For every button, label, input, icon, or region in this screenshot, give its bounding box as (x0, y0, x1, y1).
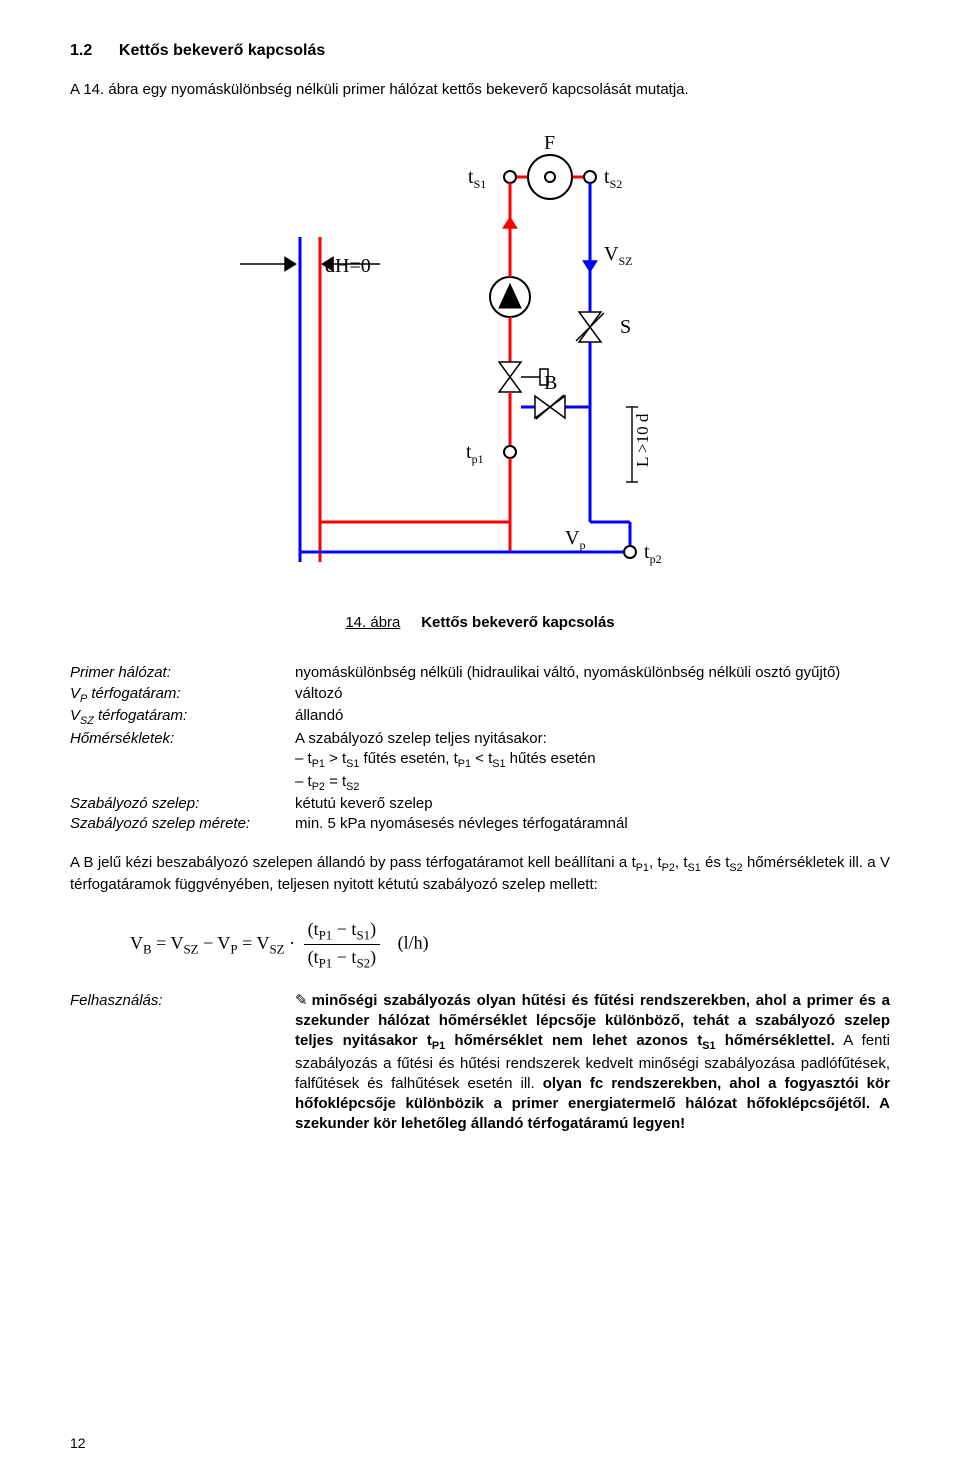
usage-text: ✎minőségi szabályozás olyan hűtési és fű… (295, 991, 890, 1135)
definition-label: Primer hálózat: (70, 663, 295, 683)
formula: VB = VSZ − VP = VSZ · (tP1 − tS1) (tP1 −… (130, 917, 890, 972)
svg-text:tS2: tS2 (604, 166, 622, 191)
definition-value: állandó (295, 706, 890, 729)
definition-value: A szabályozó szelep teljes nyitásakor: (295, 729, 890, 749)
formula-lhs: VB = VSZ − VP = VSZ · (130, 933, 295, 953)
definition-row: Primer hálózat:nyomáskülönbség nélküli (… (70, 663, 890, 683)
definition-label: Szabályozó szelep: (70, 794, 295, 814)
figure-caption: 14. ábra Kettős bekeverő kapcsolás (70, 613, 890, 633)
definition-label: VSZ térfogatáram: (70, 706, 295, 729)
temperature-line: – tP1 > tS1 fűtés esetén, tP1 < tS1 hűté… (295, 749, 890, 772)
usage-label: Felhasználás: (70, 991, 295, 1135)
definition-row: VP térfogatáram:változó (70, 684, 890, 707)
formula-fraction: (tP1 − tS1) (tP1 − tS2) (304, 917, 381, 972)
svg-text:F: F (544, 132, 555, 154)
formula-unit: (l/h) (398, 933, 429, 953)
definition-row: VSZ térfogatáram:állandó (70, 706, 890, 729)
definition-row: Szabályozó szelep:kétutú keverő szelep (70, 794, 890, 814)
definition-value: kétutú keverő szelep (295, 794, 890, 814)
svg-text:B: B (544, 372, 557, 394)
svg-text:L >10 d: L >10 d (633, 413, 652, 467)
formula-numerator: (tP1 − tS1) (304, 917, 381, 945)
page: 1.2 Kettős bekeverő kapcsolás A 14. ábra… (0, 0, 960, 1478)
pencil-icon: ✎ (295, 992, 308, 1009)
usage-row: Felhasználás: ✎minőségi szabályozás olya… (70, 991, 890, 1135)
svg-text:tS1: tS1 (468, 166, 486, 191)
definition-label: Szabályozó szelep mérete: (70, 814, 295, 834)
intro-paragraph: A 14. ábra egy nyomáskülönbség nélküli p… (70, 80, 890, 100)
page-number: 12 (70, 1434, 86, 1453)
definition-row: Hőmérsékletek:A szabályozó szelep teljes… (70, 729, 890, 749)
section-title: Kettős bekeverő kapcsolás (119, 42, 325, 59)
bypass-paragraph: A B jelű kézi beszabályozó szelepen álla… (70, 853, 890, 896)
formula-denominator: (tP1 − tS2) (304, 945, 381, 972)
diagram-container: dH=0FtS1tS2tp1VSZSBL >10 dtp2Vp (240, 122, 720, 588)
section-heading: 1.2 Kettős bekeverő kapcsolás (70, 40, 890, 62)
svg-text:Vp: Vp (565, 527, 585, 552)
temperature-line: – tP2 = tS2 (295, 772, 890, 795)
svg-text:tp2: tp2 (644, 541, 662, 566)
definition-row: Szabályozó szelep mérete:min. 5 kPa nyom… (70, 814, 890, 834)
figure-title: Kettős bekeverő kapcsolás (421, 614, 614, 631)
figure-number: 14. ábra (345, 614, 400, 631)
svg-text:tp1: tp1 (466, 441, 484, 466)
svg-text:S: S (620, 316, 631, 338)
schematic-diagram: dH=0FtS1tS2tp1VSZSBL >10 dtp2Vp (240, 122, 720, 582)
definition-value: nyomáskülönbség nélküli (hidraulikai vál… (295, 663, 890, 683)
section-number: 1.2 (70, 42, 92, 59)
definition-label: VP térfogatáram: (70, 684, 295, 707)
definition-value: min. 5 kPa nyomásesés névleges térfogatá… (295, 814, 890, 834)
definition-value: változó (295, 684, 890, 707)
definition-label: Hőmérsékletek: (70, 729, 295, 749)
svg-text:VSZ: VSZ (604, 243, 632, 268)
definitions-block: Primer hálózat:nyomáskülönbség nélküli (… (70, 663, 890, 834)
